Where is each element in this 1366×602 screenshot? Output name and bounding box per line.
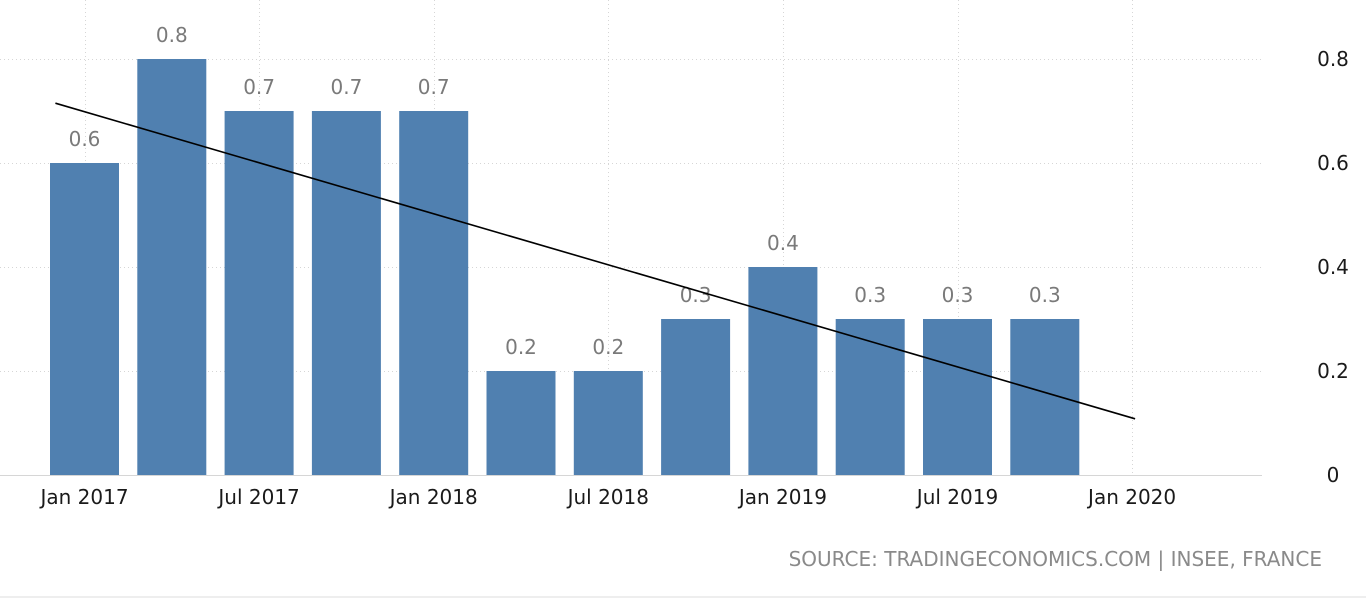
bar[interactable] [311,111,381,475]
data-label: 0.8 [156,23,188,47]
bars [50,59,1080,475]
y-tick-label: 0.4 [1317,255,1349,279]
bar[interactable] [835,319,905,475]
bar[interactable] [486,371,556,475]
bar[interactable] [50,163,119,475]
y-tick-label: 0.2 [1317,359,1349,383]
source-note: SOURCE: TRADINGECONOMICS.COM | INSEE, FR… [789,547,1322,571]
data-label: 0.3 [854,283,886,307]
x-tick-label: Jan 2020 [1086,485,1176,509]
bar[interactable] [1010,319,1080,475]
bar[interactable] [923,319,992,475]
x-tick-label: Jul 2018 [566,485,649,509]
bar[interactable] [661,319,731,475]
data-label: 0.3 [1029,283,1061,307]
x-tick-label: Jan 2017 [38,485,128,509]
trend-line [55,102,1136,420]
bar[interactable] [748,267,818,475]
data-label: 0.6 [69,127,101,151]
x-tick-label: Jul 2017 [216,485,299,509]
data-label: 0.4 [767,231,799,255]
data-label: 0.7 [243,75,275,99]
x-axis: Jan 2017 Jul 2017 Jan 2018 Jul 2018 Jan 2019… [38,485,1176,509]
x-tick-label: Jan 2018 [388,485,478,509]
bar[interactable] [224,111,294,475]
grid [0,0,1262,476]
bar[interactable] [573,371,643,475]
data-label: 0.3 [942,283,974,307]
data-label: 0.2 [505,335,537,359]
y-axis: 0 0.2 0.4 0.6 0.8 [1317,47,1349,487]
bar[interactable] [399,111,469,475]
x-tick-label: Jul 2019 [915,485,998,509]
data-label: 0.7 [330,75,362,99]
y-tick-label: 0.6 [1317,151,1349,175]
bar[interactable] [137,59,207,475]
y-tick-label: 0 [1327,463,1340,487]
data-label: 0.7 [418,75,450,99]
x-tick-label: Jan 2019 [737,485,827,509]
trend-line-group [55,102,1136,420]
y-tick-label: 0.8 [1317,47,1349,71]
data-label: 0.2 [592,335,624,359]
data-labels: 0.60.80.7 0.7 0.70.2 0.20.30.40.3 0.3 0.3 [69,23,1061,359]
